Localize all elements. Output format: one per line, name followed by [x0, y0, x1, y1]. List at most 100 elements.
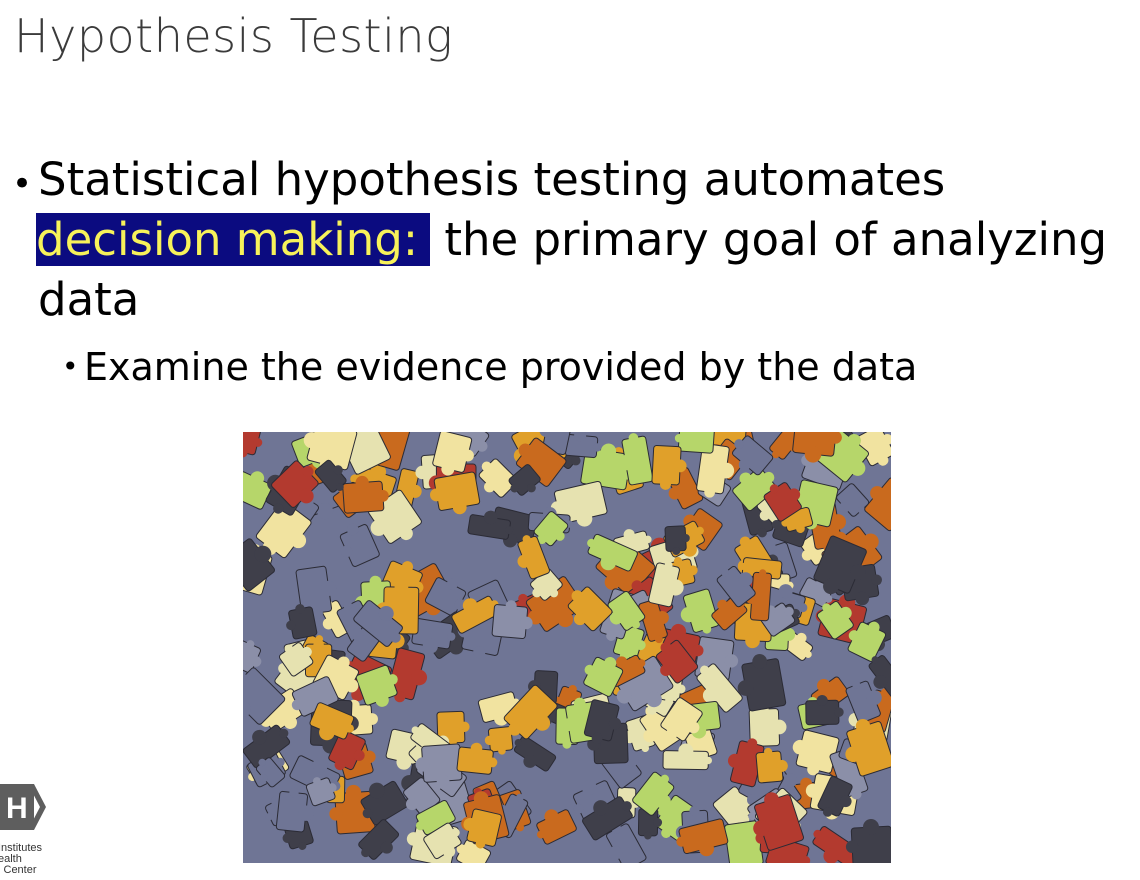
puzzle-piece	[583, 699, 622, 744]
puzzle-piece	[513, 735, 557, 772]
puzzle-pieces-image	[243, 432, 891, 863]
puzzle-piece	[503, 684, 558, 740]
puzzle-piece	[560, 432, 602, 459]
puzzle-piece	[660, 697, 703, 742]
puzzle-piece	[567, 586, 613, 632]
puzzle-piece	[386, 647, 428, 703]
puzzle-piece	[732, 467, 777, 512]
puzzle-piece	[614, 655, 674, 712]
puzzle-piece	[243, 667, 286, 725]
puzzle-piece	[732, 435, 774, 476]
puzzle-piece	[342, 475, 389, 514]
puzzle-piece	[845, 718, 891, 777]
puzzle-pieces-graphic	[243, 432, 891, 863]
puzzle-piece	[314, 459, 347, 493]
puzzle-piece	[463, 808, 502, 849]
bullet-dot: •	[12, 164, 33, 204]
puzzle-piece	[763, 482, 802, 522]
puzzle-piece	[651, 444, 687, 490]
puzzle-piece	[836, 483, 870, 517]
puzzle-piece	[271, 460, 319, 508]
puzzle-piece	[328, 729, 366, 771]
puzzle-piece	[813, 535, 867, 595]
puzzle-piece	[451, 595, 499, 634]
puzzle-piece	[243, 639, 262, 674]
puzzle-piece	[508, 464, 541, 496]
slide-title: Hypothesis Testing	[14, 9, 454, 63]
logo-caption: Institutes ealth l Center	[0, 843, 42, 876]
puzzle-piece	[676, 818, 729, 857]
puzzle-piece	[278, 642, 314, 677]
puzzle-piece	[243, 724, 291, 769]
puzzle-piece	[805, 695, 844, 726]
puzzle-piece	[655, 639, 699, 684]
puzzle-piece	[617, 433, 654, 486]
puzzle-piece	[478, 458, 518, 498]
puzzle-piece	[456, 742, 498, 775]
puzzle-piece	[432, 432, 474, 476]
puzzle-piece	[411, 618, 456, 654]
puzzle-piece	[845, 819, 891, 863]
puzzle-piece	[755, 747, 788, 784]
bullet-rest-text: the primary goal of analyzing data	[38, 213, 1108, 326]
bullet-primary-text: Statistical hypothesis testing automates…	[36, 150, 1128, 330]
puzzle-piece	[583, 656, 624, 697]
puzzle-piece	[587, 533, 638, 572]
puzzle-piece	[430, 471, 481, 515]
puzzle-piece	[816, 601, 854, 640]
puzzle-piece	[680, 588, 720, 634]
puzzle-piece	[275, 787, 314, 833]
puzzle-piece	[648, 561, 684, 608]
puzzle-piece	[415, 743, 463, 788]
puzzle-piece	[305, 777, 337, 807]
logo-letter: H	[6, 792, 28, 825]
puzzle-piece	[716, 565, 756, 608]
puzzle-piece	[243, 538, 275, 592]
puzzle-piece	[638, 599, 669, 644]
puzzle-piece	[243, 432, 263, 458]
puzzle-piece	[255, 757, 286, 788]
puzzle-piece	[792, 432, 842, 463]
puzzle-piece	[812, 826, 862, 863]
puzzle-piece	[727, 738, 765, 788]
puzzle-piece	[424, 577, 467, 617]
puzzle-piece	[339, 523, 380, 567]
institution-logo: H	[0, 784, 46, 830]
puzzle-piece	[309, 702, 355, 741]
logo-line-2: ealth	[0, 853, 22, 865]
puzzle-piece	[674, 432, 715, 454]
puzzle-piece	[792, 729, 840, 776]
puzzle-piece	[696, 443, 735, 498]
highlighted-text: decision making:	[36, 213, 431, 266]
puzzle-piece	[606, 823, 647, 863]
puzzle-piece	[484, 726, 514, 755]
puzzle-piece	[491, 600, 533, 640]
puzzle-piece	[423, 822, 462, 860]
puzzle-piece	[358, 819, 400, 860]
puzzle-piece	[295, 565, 337, 619]
puzzle-piece	[582, 796, 633, 841]
puzzle-piece	[632, 771, 675, 816]
puzzle-piece	[515, 437, 567, 487]
puzzle-piece	[847, 621, 887, 662]
puzzle-piece	[864, 477, 891, 532]
puzzle-piece	[517, 535, 550, 580]
logo-line-3: l Center	[0, 864, 37, 876]
puzzle-piece	[696, 663, 743, 713]
puzzle-piece	[662, 743, 712, 771]
puzzle-piece	[845, 680, 882, 724]
puzzle-piece	[286, 604, 318, 640]
puzzle-piece	[737, 654, 787, 712]
sub-bullet-dot: •	[62, 350, 79, 383]
puzzle-piece	[868, 655, 891, 698]
puzzle-piece	[353, 600, 403, 647]
puzzle-piece	[360, 780, 409, 826]
puzzle-piece	[536, 809, 577, 845]
puzzle-piece	[817, 776, 853, 817]
puzzle-piece	[467, 510, 514, 540]
bullet-secondary-text: Examine the evidence provided by the dat…	[84, 345, 918, 389]
bullet-lead-text: Statistical hypothesis testing automates	[38, 153, 946, 206]
puzzle-piece	[607, 590, 646, 631]
puzzle-piece	[355, 664, 398, 707]
puzzle-piece	[664, 525, 690, 555]
